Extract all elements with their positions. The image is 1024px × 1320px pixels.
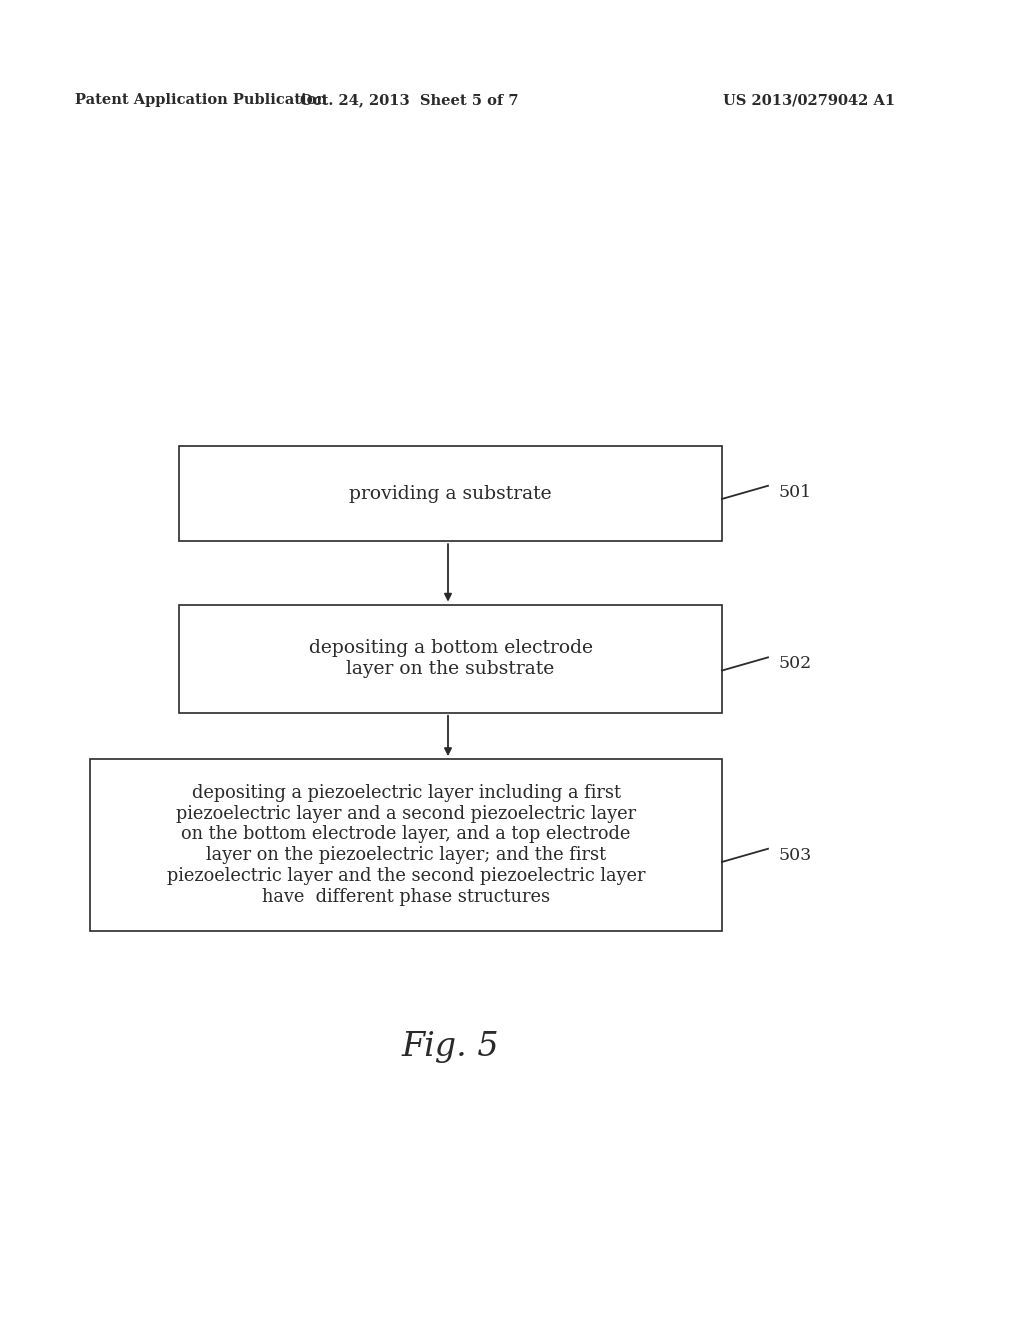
- Text: providing a substrate: providing a substrate: [349, 484, 552, 503]
- Text: US 2013/0279042 A1: US 2013/0279042 A1: [723, 94, 895, 107]
- Text: depositing a piezoelectric layer including a first
piezoelectric layer and a sec: depositing a piezoelectric layer includi…: [167, 784, 645, 906]
- Bar: [179, 446, 722, 541]
- Bar: [179, 605, 722, 713]
- Text: 501: 501: [778, 484, 811, 500]
- Bar: [90, 759, 722, 931]
- Text: Patent Application Publication: Patent Application Publication: [75, 94, 327, 107]
- Text: 503: 503: [778, 847, 811, 863]
- Text: 502: 502: [778, 656, 811, 672]
- Text: Fig. 5: Fig. 5: [401, 1031, 500, 1063]
- Text: depositing a bottom electrode
layer on the substrate: depositing a bottom electrode layer on t…: [308, 639, 593, 678]
- Text: Oct. 24, 2013  Sheet 5 of 7: Oct. 24, 2013 Sheet 5 of 7: [300, 94, 519, 107]
